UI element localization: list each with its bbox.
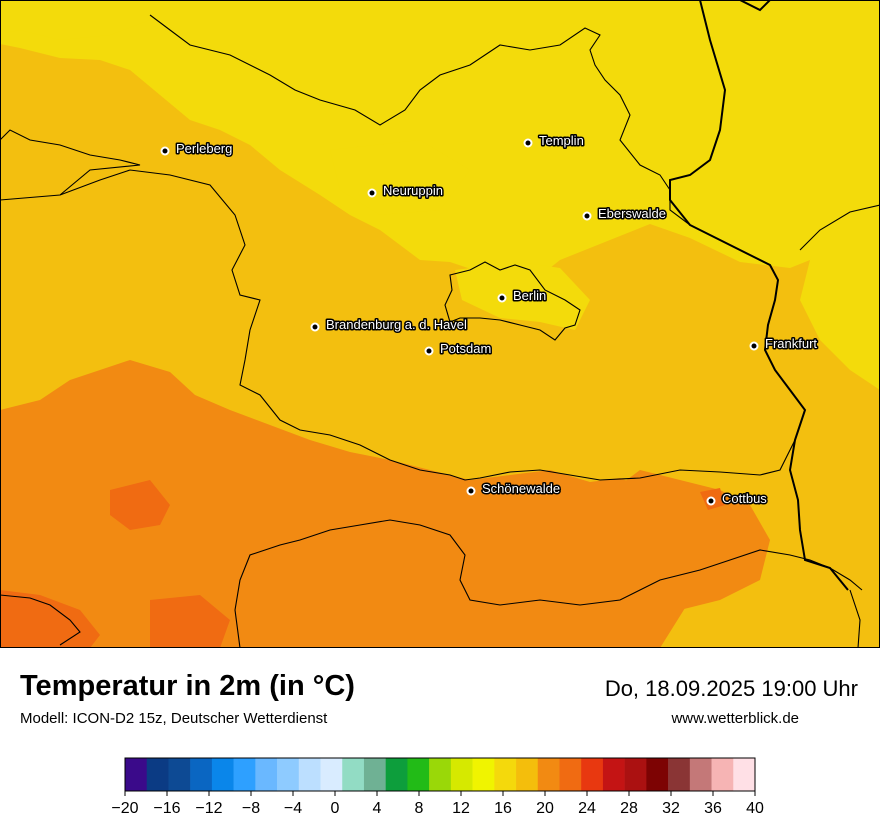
svg-text:Schönewalde: Schönewalde [482, 481, 560, 496]
border-east-poland [849, 589, 861, 648]
legend-swatch [537, 758, 560, 791]
temp-zone-southeast [600, 470, 770, 610]
legend-swatch [472, 758, 495, 791]
city-cottbus[interactable]: Cottbus [706, 490, 769, 508]
legend-swatch [255, 758, 278, 791]
city-eberswalde[interactable]: Eberswalde [582, 205, 667, 223]
legend-swatch [385, 758, 408, 791]
legend-tick-label: −20 [111, 800, 138, 817]
city-brandenburg[interactable]: Brandenburg a. d. Havel [310, 316, 469, 334]
legend-swatch [342, 758, 365, 791]
legend-swatch [559, 758, 582, 791]
legend-swatch [407, 758, 430, 791]
forecast-datetime: Do, 18.09.2025 19:00 Uhr [604, 676, 858, 701]
temp-zone-north-west [0, 0, 160, 40]
temp-hotspot-1 [110, 480, 170, 530]
legend-swatch [298, 758, 321, 791]
temp-patch-berlin [455, 262, 590, 330]
legend-tick-label: 40 [746, 800, 764, 817]
legend-swatch [363, 758, 386, 791]
legend-swatch [233, 758, 256, 791]
legend-frame [124, 757, 756, 792]
temp-hotspot-3 [150, 595, 230, 648]
legend-swatch [733, 758, 756, 791]
legend-swatch [516, 758, 539, 791]
temp-zone-east [800, 200, 880, 390]
city-potsdam[interactable]: Potsdam [424, 340, 493, 358]
website-link[interactable]: www.wetterblick.de [671, 710, 799, 727]
svg-text:Templin: Templin [539, 133, 584, 148]
legend-swatch [646, 758, 669, 791]
city-berlin[interactable]: Berlin [497, 287, 548, 305]
temperature-map: Perleberg Templin Neuruppin Eberswalde B… [0, 0, 880, 648]
legend-swatch [211, 758, 234, 791]
temp-patch-center [330, 140, 470, 215]
city-perleberg[interactable]: Perleberg [160, 140, 234, 158]
color-legend: −20 −16 −12 −8 −4 0 4 8 12 16 20 24 28 32 36 40 [100, 752, 780, 828]
legend-swatch [190, 758, 213, 791]
city-markers: Perleberg Templin Neuruppin Eberswalde B… [160, 132, 819, 508]
legend-tick-label: 12 [452, 800, 470, 817]
border-south-saxony [234, 519, 863, 648]
svg-text:Eberswalde: Eberswalde [598, 206, 666, 221]
border-ne-inner [799, 204, 880, 251]
svg-text:Perleberg: Perleberg [176, 141, 232, 156]
legend-tick-label: −16 [153, 800, 180, 817]
svg-text:Potsdam: Potsdam [440, 341, 491, 356]
legend-tick-label: 36 [704, 800, 722, 817]
legend-swatch [450, 758, 473, 791]
legend-tick-label: 20 [536, 800, 554, 817]
border-southwest [0, 594, 81, 646]
legend-swatch [494, 758, 517, 791]
legend-tick-label: 24 [578, 800, 596, 817]
color-legend-svg: −20 −16 −12 −8 −4 0 4 8 12 16 20 24 28 32 36 40 [111, 757, 764, 817]
border-berlin [444, 261, 581, 341]
legend-swatch [668, 758, 691, 791]
temp-hotspot-2 [0, 590, 100, 648]
svg-text:Frankfurt: Frankfurt [765, 336, 817, 351]
city-frankfurt[interactable]: Frankfurt [749, 335, 819, 353]
city-schoenewalde[interactable]: Schönewalde [466, 480, 562, 498]
svg-text:Cottbus: Cottbus [722, 491, 767, 506]
legend-swatch [711, 758, 734, 791]
model-source: Modell: ICON-D2 15z, Deutscher Wetterdie… [20, 710, 328, 727]
legend-tick-label: −4 [284, 800, 302, 817]
legend-tick-label: 0 [331, 800, 340, 817]
legend-tick-label: 8 [415, 800, 424, 817]
svg-text:Berlin: Berlin [513, 288, 546, 303]
legend-swatch [146, 758, 169, 791]
legend-tick-label: −12 [195, 800, 222, 817]
legend-tick-label: 32 [662, 800, 680, 817]
temp-zone-south [0, 360, 700, 648]
border-west-outer [0, 129, 141, 201]
legend-tick-label: −8 [242, 800, 260, 817]
legend-swatch [581, 758, 604, 791]
legend-swatch [168, 758, 191, 791]
temp-zone-north [0, 0, 880, 292]
city-templin[interactable]: Templin [523, 132, 585, 150]
map-title: Temperatur in 2m (in °C) [20, 670, 355, 702]
city-neuruppin[interactable]: Neuruppin [367, 182, 445, 200]
legend-tick-label: 28 [620, 800, 638, 817]
legend-tick-label: 4 [373, 800, 382, 817]
legend-swatch [125, 758, 148, 791]
legend-swatch [277, 758, 300, 791]
legend-swatch [429, 758, 452, 791]
legend-swatch [624, 758, 647, 791]
svg-text:Brandenburg a. d. Havel: Brandenburg a. d. Havel [326, 317, 467, 332]
legend-tick-label: 16 [494, 800, 512, 817]
legend-swatch [689, 758, 712, 791]
national-border-poland [669, 0, 849, 591]
legend-swatch [602, 758, 625, 791]
legend-swatch [320, 758, 343, 791]
svg-text:Neuruppin: Neuruppin [383, 183, 443, 198]
